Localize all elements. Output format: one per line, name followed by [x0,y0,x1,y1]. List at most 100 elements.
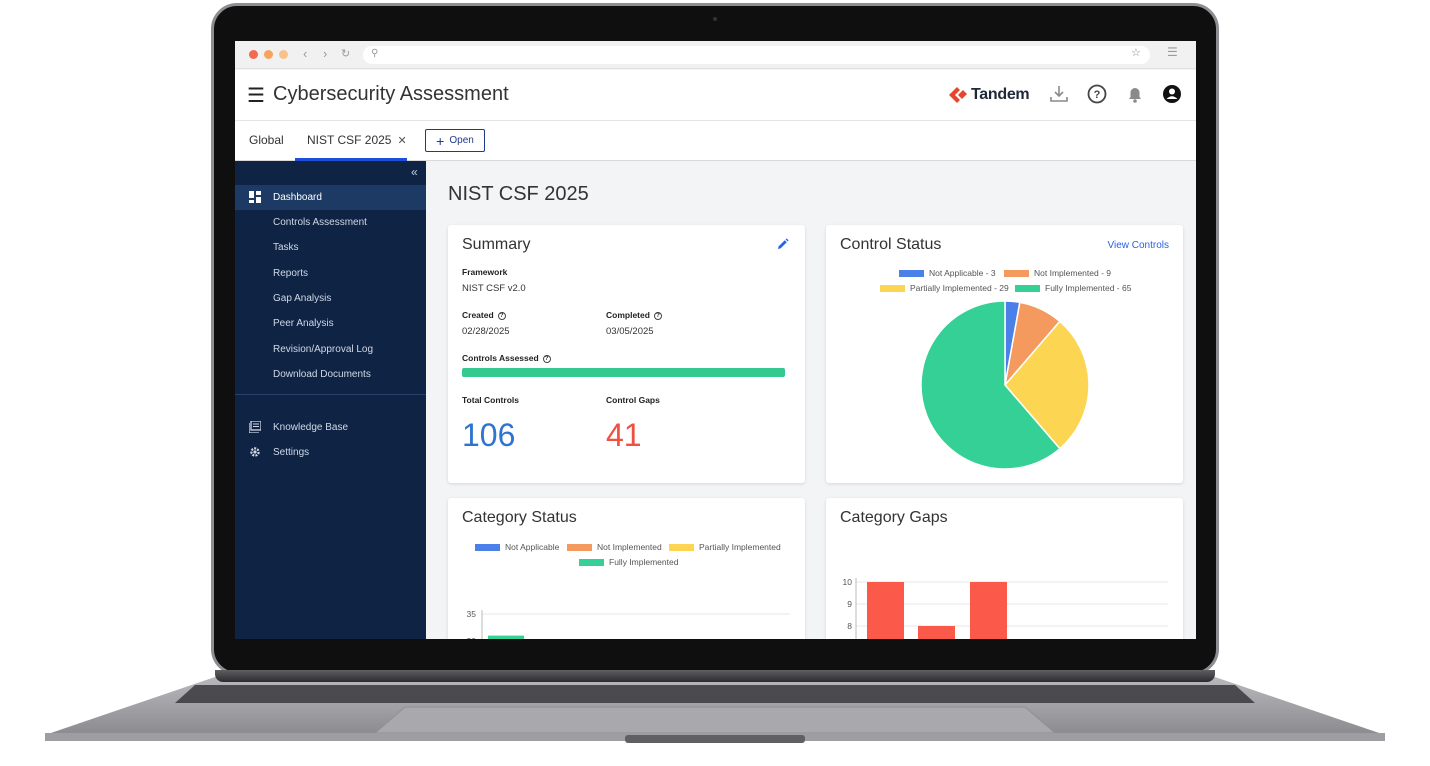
download-icon[interactable] [1047,82,1071,106]
laptop-base [45,677,1385,743]
legend-label: Not Applicable [505,542,560,552]
dashboard-icon [249,191,261,203]
legend-swatch [899,270,924,277]
laptop-hinge [215,670,1215,682]
controls-assessed-label-text: Controls Assessed [462,353,539,363]
legend-swatch [567,544,592,551]
sidebar-item-label: Dashboard [273,192,322,203]
help-icon[interactable]: ? [497,312,506,320]
legend-label: Not Applicable - 3 [929,268,996,278]
y-tick-label: 9 [847,599,852,609]
sidebar-item-download-documents[interactable]: Download Documents [235,362,426,387]
address-bar[interactable]: ⚲ [363,46,1150,64]
bar-category-gap[interactable] [867,582,904,639]
sidebar-item-label: Tasks [273,242,299,253]
view-controls-link[interactable]: View Controls [1107,240,1169,251]
legend-swatch [1004,270,1029,277]
legend-item-partially-implemented[interactable]: Partially Implemented - 29 [880,283,1009,293]
tab-nist-csf-2025[interactable]: NIST CSF 2025 ✕ [307,133,407,147]
sidebar-item-tasks[interactable]: Tasks [235,235,426,260]
minimize-dot-icon[interactable] [264,50,273,59]
created-label-text: Created [462,310,494,320]
legend-label: Partially Implemented [699,542,781,552]
legend-label: Not Implemented [597,542,662,552]
help-icon[interactable]: ? [1085,82,1109,106]
hamburger-menu-icon[interactable]: ☰ [247,85,265,107]
legend-item-fully-implemented[interactable]: Fully Implemented - 65 [1015,283,1131,293]
sidebar-item-label: Knowledge Base [273,422,349,433]
legend-item-not-implemented[interactable]: Not Implemented [567,542,662,552]
sidebar-item-knowledge-base[interactable]: Knowledge Base [235,415,426,440]
sidebar-item-label: Download Documents [273,369,371,380]
y-tick-label: 10 [843,577,853,587]
sidebar: « Dashboard Controls Assessment Tasks Re… [235,161,426,639]
control-status-pie-chart [920,300,1090,470]
plus-icon: + [436,132,445,149]
legend-item-not-applicable[interactable]: Not Applicable - 3 [899,268,996,278]
legend-label: Partially Implemented - 29 [910,283,1009,293]
screen: ‹ › ↻ ⚲ ☆ ☰ ☰ Cybersecurity Assessment T… [235,41,1196,639]
open-button[interactable]: + Open [425,129,485,152]
app-title: Cybersecurity Assessment [273,83,509,105]
bar-fully-implemented[interactable] [488,635,524,639]
sidebar-item-gap-analysis[interactable]: Gap Analysis [235,286,426,311]
legend-item-not-applicable[interactable]: Not Applicable [475,542,559,552]
sidebar-item-label: Controls Assessment [273,217,367,228]
y-tick-label: 30 [467,636,477,639]
bar-category-gap[interactable] [918,626,955,639]
bell-icon[interactable] [1123,82,1147,106]
controls-assessed-progress [462,368,785,377]
browser-chrome: ‹ › ↻ ⚲ ☆ ☰ [235,41,1196,69]
maximize-dot-icon[interactable] [279,50,288,59]
tab-global[interactable]: Global [249,133,284,147]
edit-pencil-icon[interactable] [776,238,789,251]
gear-icon [250,447,260,457]
y-tick-label: 8 [847,621,852,631]
legend-swatch [880,285,905,292]
legend-label: Fully Implemented - 65 [1045,283,1132,293]
account-icon[interactable] [1160,82,1184,106]
created-value: 02/28/2025 [462,326,510,337]
pie-slice-fully-implemented[interactable] [920,300,1061,470]
control-gaps-value: 41 [606,417,642,453]
tandem-logo-icon [949,87,967,103]
pie-slice-partially-implemented[interactable] [1004,320,1090,450]
back-arrow-icon[interactable]: ‹ [303,46,308,61]
sidebar-item-settings[interactable]: Settings [235,440,426,465]
camera [713,17,717,21]
sidebar-item-label: Peer Analysis [273,318,334,329]
help-icon[interactable]: ? [653,312,662,320]
search-icon: ⚲ [371,48,379,59]
help-icon[interactable]: ? [542,355,551,363]
active-tab-indicator [295,158,407,161]
sidebar-item-reports[interactable]: Reports [235,261,426,286]
category-status-card: Category Status Not Applicable Not Imple… [448,498,805,639]
forward-arrow-icon[interactable]: › [323,46,328,61]
total-controls-value: 106 [462,417,516,453]
close-tab-icon[interactable]: ✕ [397,135,407,147]
legend-swatch [475,544,500,551]
category-status-title: Category Status [462,509,577,526]
completed-value: 03/05/2025 [606,326,654,337]
sidebar-item-peer-analysis[interactable]: Peer Analysis [235,311,426,336]
category-gaps-bar-chart: 109876 [843,577,1168,639]
category-gaps-title: Category Gaps [840,509,948,526]
sidebar-item-revision-approval-log[interactable]: Revision/Approval Log [235,337,426,362]
control-status-title: Control Status [840,236,942,253]
sidebar-item-controls-assessment[interactable]: Controls Assessment [235,210,426,235]
legend-item-not-implemented[interactable]: Not Implemented - 9 [1004,268,1111,278]
legend-item-partially-implemented[interactable]: Partially Implemented [669,542,781,552]
collapse-sidebar-icon[interactable]: « [411,165,418,179]
bar-category-gap[interactable] [970,582,1007,639]
sidebar-item-dashboard[interactable]: Dashboard [235,185,426,210]
legend-item-fully-implemented[interactable]: Fully Implemented [579,557,678,567]
browser-menu-icon[interactable]: ☰ [1167,45,1178,59]
reload-icon[interactable]: ↻ [341,48,351,60]
sidebar-divider [235,394,426,395]
close-dot-icon[interactable] [249,50,258,59]
category-gaps-card: Category Gaps 109876 [826,498,1183,639]
bookmark-star-icon[interactable]: ☆ [1131,47,1141,59]
legend-label: Fully Implemented [609,557,679,567]
completed-label: Completed? [606,310,662,320]
